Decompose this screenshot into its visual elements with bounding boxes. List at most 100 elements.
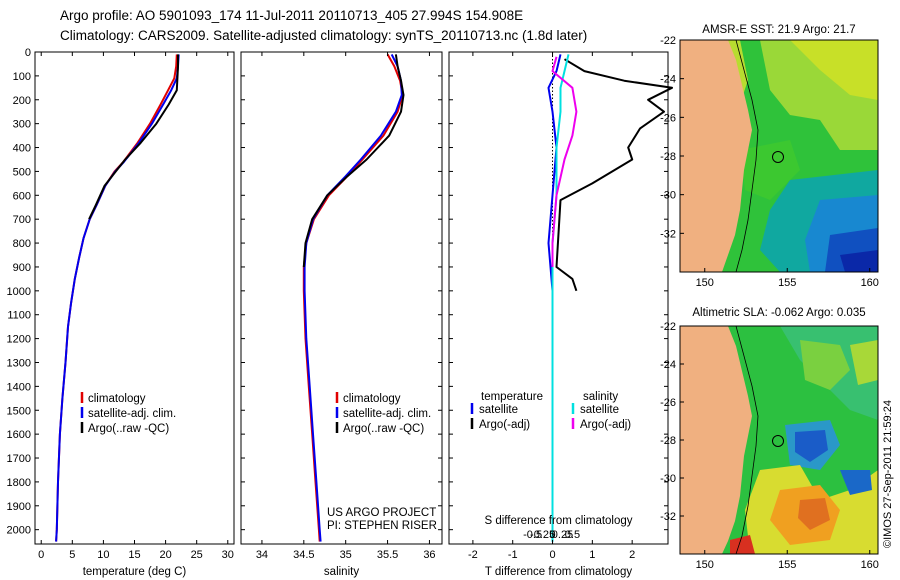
sst-map-argo-marker: [772, 151, 784, 163]
x-tick-label: 0: [38, 549, 44, 561]
project-annotation: US ARGO PROJECT: [327, 507, 436, 519]
map-y-tick-label: -22: [660, 35, 676, 47]
map-x-tick-label: 160: [861, 277, 879, 289]
sst-map-coast-contour: [735, 40, 759, 272]
y-tick-label: 1900: [7, 501, 31, 513]
map-y-tick-label: -30: [660, 473, 676, 485]
sla-map-axes: Altimetric SLA: -0.062 Argo: 0.035 150 155…: [660, 307, 879, 571]
x-tick-label: 0: [549, 549, 555, 561]
y-tick-label: 700: [13, 214, 31, 226]
map-y-tick-label: -28: [660, 435, 676, 447]
sst-map-land: [680, 40, 752, 272]
y-tick-label: 1100: [7, 310, 31, 322]
x-axis-label: salinity: [324, 566, 359, 578]
map-y-tick-label: -24: [660, 359, 676, 371]
y-tick-label: 2000: [7, 525, 31, 537]
map-x-tick-label: 150: [696, 277, 714, 289]
legend-label: Argo(..raw -QC): [343, 423, 424, 435]
map-title: AMSR-E SST: 21.9 Argo: 21.7: [702, 24, 855, 36]
temperature-profile-frame: [34, 51, 235, 545]
y-tick-label: 1200: [7, 334, 31, 346]
top-axis-label: S difference from climatology: [484, 515, 632, 527]
y-tick-label: 500: [13, 166, 31, 178]
salinity-profile-panel: 34 34.5 35 35.5 36 salinity climatology satelli…: [240, 51, 443, 578]
sst-map-axes: AMSR-E SST: 21.9 Argo: 21.7 150 155 160 -22 -…: [660, 24, 879, 289]
y-tick-label: 800: [13, 238, 31, 250]
legend-label: Argo(-adj): [580, 419, 631, 431]
y-tick-label: 200: [13, 95, 31, 107]
x-tick-label: 35.5: [377, 549, 398, 561]
legend-header-salinity: salinity: [583, 391, 618, 403]
series-line-argo-raw-qc-: [302, 54, 405, 268]
plot-title-line2: Climatology: CARS2009. Satellite-adjuste…: [60, 28, 588, 43]
map-y-tick-label: -24: [660, 74, 676, 86]
map-x-tick-label: 150: [696, 559, 714, 571]
x-tick-label: 35: [340, 549, 352, 561]
temperature-profile-panel: 0 5 10 15 20 25 30 temperature (deg C) 0 100 200 30…: [7, 47, 235, 578]
y-tick-label: 1800: [7, 477, 31, 489]
series-line-temperature-argo-adj-: [555, 58, 673, 292]
legend-label: climatology: [88, 393, 146, 405]
x-tick-label: 1: [589, 549, 595, 561]
y-tick-label: 1000: [7, 286, 31, 298]
series-line-satellite-adj-clim-: [55, 54, 180, 542]
y-tick-label: 1600: [7, 429, 31, 441]
legend-label: satellite: [479, 404, 518, 416]
legend-label: Argo(-adj): [479, 419, 530, 431]
series-line-climatology: [302, 53, 404, 542]
legend-label: satellite-adj. clim.: [343, 408, 431, 420]
map-y-tick-label: -32: [660, 511, 676, 523]
s-tick-label: -0.5: [523, 529, 542, 541]
x-tick-label: 25: [191, 549, 203, 561]
x-tick-label: 30: [222, 549, 234, 561]
imos-credit: ©IMOS 27-Sep-2011 21:59:24: [882, 400, 894, 548]
x-tick-label: 15: [128, 549, 140, 561]
legend-label: satellite-adj. clim.: [88, 408, 176, 420]
y-tick-label: 600: [13, 190, 31, 202]
legend-header-temperature: temperature: [481, 391, 543, 403]
difference-profile-panel: -2 -1 0 1 2 T difference from climatology temp…: [448, 51, 673, 578]
x-axis-label: temperature (deg C): [83, 566, 187, 578]
project-annotation: PI: STEPHEN RISER: [327, 520, 437, 532]
y-tick-label: 100: [13, 71, 31, 83]
x-axis-label: T difference from climatology: [485, 566, 632, 578]
x-tick-label: 10: [97, 549, 109, 561]
map-x-tick-label: 160: [861, 559, 879, 571]
x-tick-label: -1: [508, 549, 518, 561]
legend-label: climatology: [343, 393, 401, 405]
s-tick-label: -0.25: [530, 529, 555, 541]
series-line-salinity-argo-adj-: [551, 56, 578, 267]
series-line-argo-raw-qc-: [88, 54, 179, 220]
x-tick-label: 34: [256, 549, 268, 561]
map-y-tick-label: -32: [660, 228, 676, 240]
y-tick-label: 1500: [7, 405, 31, 417]
map-x-tick-label: 155: [778, 277, 796, 289]
s-tick-label: 0.5: [565, 529, 580, 541]
y-tick-label: 300: [13, 119, 31, 131]
salinity-profile-frame: [240, 51, 443, 545]
map-x-tick-label: 155: [778, 559, 796, 571]
legend-label: Argo(..raw -QC): [88, 423, 169, 435]
s-tick-label: 0.25: [552, 529, 573, 541]
s-tick-label: 0: [549, 529, 555, 541]
y-tick-label: 1300: [7, 357, 31, 369]
x-tick-label: 2: [629, 549, 635, 561]
x-tick-label: 34.5: [293, 549, 314, 561]
y-tick-label: 1700: [7, 453, 31, 465]
map-y-tick-label: -22: [660, 321, 676, 333]
sla-map-land: [680, 326, 752, 554]
sla-map-argo-marker: [772, 435, 784, 447]
plot-title-line1: Argo profile: AO 5901093_174 11-Jul-2011…: [60, 8, 524, 23]
x-tick-label: 20: [159, 549, 171, 561]
series-line-climatology: [55, 54, 178, 542]
map-title: Altimetric SLA: -0.062 Argo: 0.035: [692, 307, 865, 319]
x-tick-label: 36: [423, 549, 435, 561]
difference-profile-frame: [448, 51, 669, 545]
y-tick-label: 1400: [7, 381, 31, 393]
map-y-tick-label: -30: [660, 190, 676, 202]
y-tick-label: 400: [13, 143, 31, 155]
y-tick-label: 900: [13, 262, 31, 274]
y-tick-label: 0: [25, 47, 31, 59]
map-y-tick-label: -26: [660, 112, 676, 124]
